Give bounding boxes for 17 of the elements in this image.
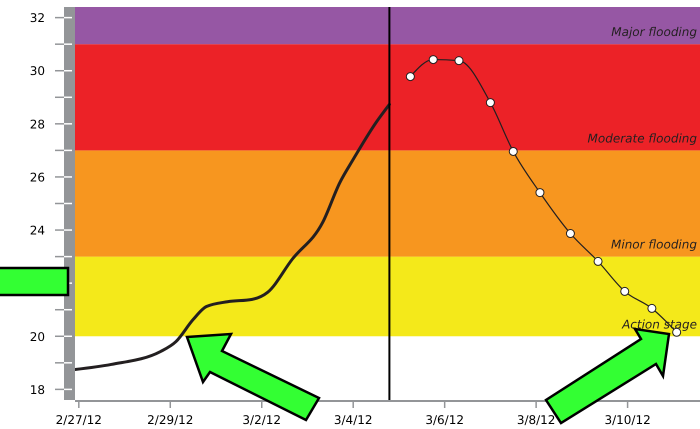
x-tick-label: 3/8/12 bbox=[516, 413, 556, 427]
band-label: Major flooding bbox=[611, 25, 698, 40]
y-tick-label: 28 bbox=[30, 117, 45, 132]
y-tick-label: 18 bbox=[30, 382, 45, 397]
x-tick-label: 2/29/12 bbox=[147, 413, 194, 427]
x-tick-label: 3/2/12 bbox=[242, 413, 282, 427]
x-tick-label: 3/4/12 bbox=[334, 413, 373, 427]
x-tick-label: 3/10/12 bbox=[604, 413, 651, 427]
y-tick-label: 20 bbox=[30, 330, 45, 344]
band-label: Moderate flooding bbox=[588, 131, 698, 146]
y-tick-label: 30 bbox=[30, 64, 45, 78]
y-tick-label: 32 bbox=[30, 11, 45, 26]
y-tick-label: 24 bbox=[30, 224, 45, 238]
band-label: Minor flooding bbox=[611, 238, 698, 252]
x-tick-label: 3/6/12 bbox=[425, 413, 464, 427]
y-tick-label: 26 bbox=[30, 170, 45, 184]
x-tick-label: 2/27/12 bbox=[56, 413, 102, 427]
